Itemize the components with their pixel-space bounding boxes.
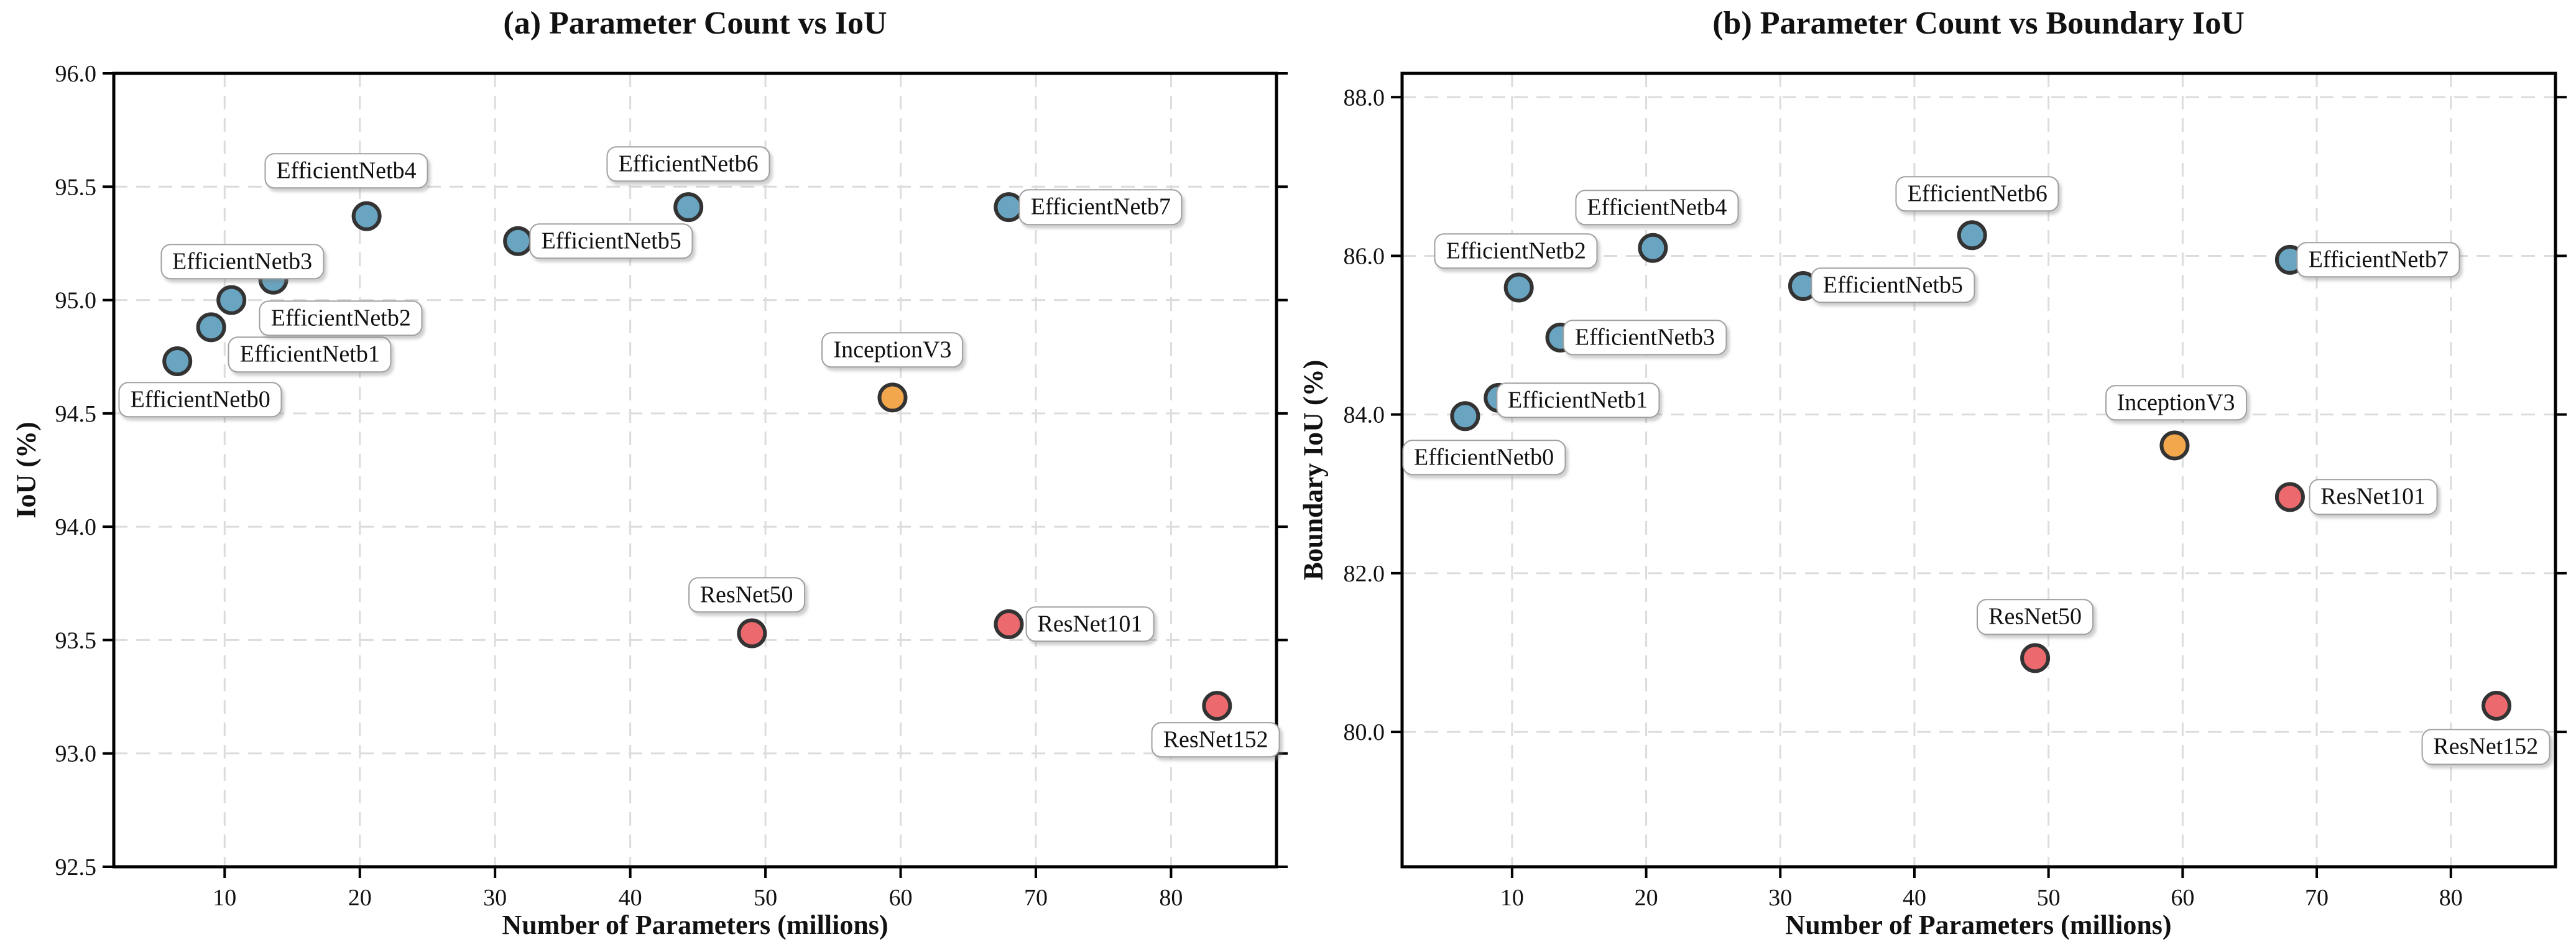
- annotation-ResNet50: ResNet50: [688, 576, 805, 613]
- annotation-ResNet152: ResNet152: [2421, 729, 2551, 765]
- data-point-EfficientNetb4: [1638, 233, 1668, 263]
- plot-a-xlabel: Number of Parameters (millions): [502, 910, 889, 940]
- annotation-EfficientNetb2: EfficientNetb2: [259, 300, 423, 336]
- x-tick-label: 50: [2037, 885, 2061, 911]
- x-tick-label: 20: [1635, 885, 1658, 911]
- data-point-ResNet101: [2274, 482, 2305, 512]
- data-point-EfficientNetb2: [1503, 272, 1534, 303]
- annotation-EfficientNetb4: EfficientNetb4: [1575, 189, 1739, 226]
- annotation-EfficientNetb4: EfficientNetb4: [264, 153, 428, 189]
- data-point-EfficientNetb7: [994, 192, 1024, 223]
- plot-a-ylabel: IoU (%): [11, 422, 42, 519]
- y-tick-label: 94.5: [55, 401, 97, 427]
- annotation-EfficientNetb2: EfficientNetb2: [1434, 233, 1598, 269]
- data-point-ResNet101: [994, 609, 1024, 639]
- data-point-EfficientNetb0: [1450, 401, 1480, 432]
- y-tick-label: 80.0: [1344, 719, 1385, 746]
- y-tick-label: 82.0: [1344, 561, 1385, 587]
- y-tick-label: 92.5: [55, 854, 97, 880]
- y-tick-label: 84.0: [1344, 402, 1385, 428]
- annotation-ResNet101: ResNet101: [2309, 479, 2438, 515]
- annotation-EfficientNetb0: EfficientNetb0: [118, 382, 282, 418]
- annotation-EfficientNetb7: EfficientNetb7: [1018, 189, 1183, 225]
- annotation-EfficientNetb1: EfficientNetb1: [228, 336, 392, 372]
- data-point-EfficientNetb0: [162, 346, 193, 377]
- annotation-ResNet50: ResNet50: [1977, 599, 2094, 635]
- annotation-InceptionV3: InceptionV3: [821, 332, 964, 368]
- x-tick-label: 40: [619, 885, 642, 911]
- annotation-EfficientNetb7: EfficientNetb7: [2296, 242, 2460, 278]
- y-tick-label: 95.0: [55, 288, 97, 314]
- annotation-EfficientNetb3: EfficientNetb3: [160, 243, 325, 280]
- scatter-plot-a: 10 20 30 40 50 60 70 80 92.5 93.0 93.5 94.0 94.5 95.0…: [55, 61, 1288, 911]
- plot-a-title: (a) Parameter Count vs IoU: [503, 6, 887, 41]
- annotation-EfficientNetb6: EfficientNetb6: [606, 146, 770, 182]
- y-tick-label: 86.0: [1344, 243, 1385, 269]
- annotation-EfficientNetb5: EfficientNetb5: [529, 223, 693, 259]
- annotation-EfficientNetb5: EfficientNetb5: [1811, 267, 1975, 303]
- x-tick-label: 60: [2171, 885, 2194, 911]
- data-point-InceptionV3: [2159, 430, 2190, 461]
- plot-spines: [1400, 72, 2557, 869]
- x-tick-label: 10: [213, 885, 236, 911]
- x-tick-label: 30: [483, 885, 507, 911]
- data-point-ResNet50: [737, 618, 767, 649]
- scatter-plot-b: 10 20 30 40 50 60 70 80 80.0 82.0 84.0 86.0 88.0 Effi…: [1344, 72, 2567, 911]
- annotation-ResNet101: ResNet101: [1025, 606, 1155, 642]
- y-tick-label: 94.0: [55, 514, 97, 540]
- plot-b-title: (b) Parameter Count vs Boundary IoU: [1712, 6, 2245, 41]
- data-point-EfficientNetb5: [503, 226, 533, 256]
- x-tick-label: 50: [754, 885, 777, 911]
- plot-spines: [112, 72, 1278, 869]
- x-tick-label: 60: [889, 885, 913, 911]
- x-tick-label: 70: [1024, 885, 1048, 911]
- x-tick-label: 70: [2305, 885, 2329, 911]
- y-tick-label: 93.0: [55, 741, 97, 767]
- x-tick-label: 80: [1159, 885, 1183, 911]
- plot-b-xlabel: Number of Parameters (millions): [1785, 910, 2172, 940]
- annotation-EfficientNetb6: EfficientNetb6: [1895, 176, 2059, 212]
- data-point-ResNet152: [2481, 690, 2512, 721]
- y-tick-label: 93.5: [55, 627, 97, 653]
- plot-canvas: 10 20 30 40 50 60 70 80 92.5 93.0 93.5 94.0 94.5 95.0…: [55, 61, 1288, 911]
- x-tick-label: 10: [1500, 885, 1524, 911]
- annotation-ResNet152: ResNet152: [1151, 722, 1280, 758]
- data-point-EfficientNetb6: [673, 192, 704, 223]
- data-point-ResNet152: [1202, 691, 1232, 721]
- data-point-EfficientNetb2: [216, 285, 247, 315]
- y-tick-label: 96.0: [55, 61, 97, 87]
- data-point-InceptionV3: [877, 382, 908, 413]
- x-tick-label: 40: [1903, 885, 1926, 911]
- y-tick-label: 88.0: [1344, 85, 1385, 111]
- x-tick-label: 80: [2439, 885, 2463, 911]
- data-point-ResNet50: [2020, 643, 2051, 673]
- data-point-EfficientNetb4: [351, 201, 382, 231]
- plot-b-ylabel: Boundary IoU (%): [1298, 359, 1329, 581]
- x-tick-label: 20: [348, 885, 372, 911]
- y-tick-label: 95.5: [55, 174, 97, 200]
- annotation-InceptionV3: InceptionV3: [2105, 384, 2247, 421]
- annotation-EfficientNetb1: EfficientNetb1: [1496, 382, 1660, 418]
- annotation-EfficientNetb0: EfficientNetb0: [1402, 439, 1566, 476]
- data-point-EfficientNetb1: [196, 312, 226, 343]
- data-point-EfficientNetb6: [1957, 220, 1987, 251]
- x-tick-label: 30: [1768, 885, 1792, 911]
- plot-canvas: 10 20 30 40 50 60 70 80 80.0 82.0 84.0 86.0 88.0: [1344, 72, 2567, 911]
- annotation-EfficientNetb3: EfficientNetb3: [1563, 320, 1727, 356]
